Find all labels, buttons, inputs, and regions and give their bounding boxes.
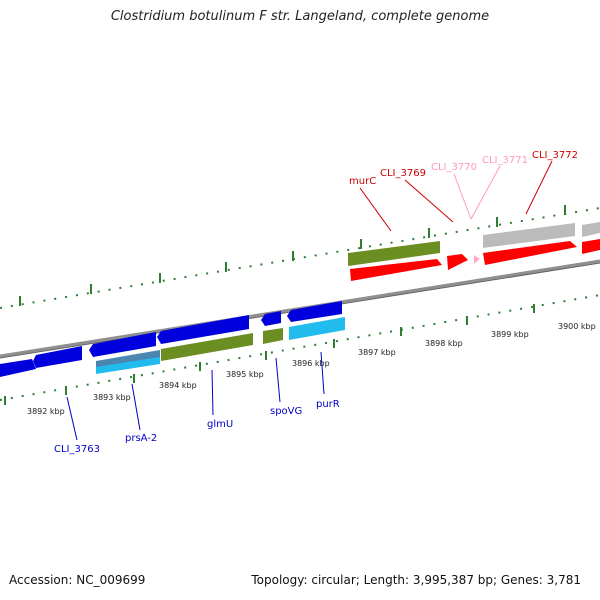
lower-label-leaders (66, 351, 325, 441)
accession-label: Accession: NC_009699 (9, 573, 146, 587)
scale-label-3900: 3900 kbp (558, 322, 596, 331)
leader-murC (359, 187, 392, 232)
leader-CLI-3770 (453, 173, 472, 220)
gene-label-murC: murC (349, 176, 376, 187)
upper-label-leaders (359, 160, 553, 232)
gene-label-CLI-3770: CLI_3770 (431, 162, 477, 173)
scale-label-3898: 3898 kbp (425, 339, 463, 348)
gene-label-prsA-2: prsA-2 (125, 433, 157, 444)
gene-label-CLI-3763: CLI_3763 (54, 444, 100, 455)
gene-label-spoVG: spoVG (270, 406, 302, 417)
leader-CLI-3772 (525, 160, 553, 215)
forward-strand-genes (0, 301, 345, 377)
gene-purR-arrow (287, 301, 342, 322)
upper-tick-track (0, 205, 600, 309)
gene-grey-bar-edge (582, 222, 600, 237)
gene-red-edge (582, 239, 600, 254)
gene-glmU-arrow (157, 315, 249, 344)
genome-stats-label: Topology: circular; Length: 3,995,387 bp… (251, 573, 581, 587)
leader-CLI-3769 (404, 179, 454, 223)
gene-CLI-3763-arrow (33, 346, 82, 368)
gene-glmU-bar (161, 333, 253, 361)
gene-murC-bar (348, 241, 440, 266)
scale-label-3894: 3894 kbp (159, 381, 197, 390)
gene-label-CLI-3771: CLI_3771 (482, 155, 528, 166)
scale-label-3895: 3895 kbp (226, 370, 264, 379)
upper-minor-ticks (0, 207, 600, 309)
gene-spoVG-bar (263, 328, 283, 344)
gene-spoVG-arrow (261, 311, 281, 326)
scale-label-3892: 3892 kbp (27, 407, 65, 416)
lower-minor-ticks (0, 294, 600, 401)
gene-CLI-3769-arrow (350, 259, 442, 281)
scale-label-3899: 3899 kbp (491, 330, 529, 339)
gene-label-purR: purR (316, 399, 340, 410)
gene-CLI-3772-arrow (483, 241, 577, 265)
leader-prsA-2 (131, 383, 141, 431)
scale-label-3896: 3896 kbp (292, 359, 330, 368)
scale-label-3893: 3893 kbp (93, 393, 131, 402)
gene-label-CLI-3772: CLI_3772 (532, 150, 578, 161)
gene-blue-arrow (89, 332, 156, 357)
upper-gene-labels: murC CLI_3769 CLI_3770 CLI_3771 CLI_3772 (349, 150, 578, 187)
gene-CLI-3771-arrow (474, 255, 480, 264)
leader-purR (320, 351, 325, 395)
reverse-strand-genes (348, 222, 600, 281)
gene-purR-light-bar (289, 317, 345, 340)
leader-CLI-3763 (66, 396, 78, 441)
lower-gene-labels: CLI_3763 prsA-2 glmU spoVG purR (54, 399, 340, 455)
gene-label-glmU: glmU (207, 419, 233, 430)
leader-glmU (211, 369, 214, 416)
lower-tick-track (0, 294, 600, 405)
leader-spoVG (275, 357, 281, 403)
scale-labels: 3892 kbp 3893 kbp 3894 kbp 3895 kbp 3896… (27, 322, 596, 416)
leader-CLI-3771 (470, 165, 501, 220)
gene-left-edge-arrow (0, 359, 36, 377)
gene-prsA-2-light-bar (96, 357, 160, 374)
gene-label-CLI-3769: CLI_3769 (380, 168, 426, 179)
gene-grey-bar (483, 223, 575, 248)
map-title: Clostridium botulinum F str. Langeland, … (110, 9, 490, 24)
gene-prsA-2-bar (96, 350, 160, 369)
gene-CLI-3770-arrow (447, 254, 468, 270)
scale-label-3897: 3897 kbp (358, 348, 396, 357)
